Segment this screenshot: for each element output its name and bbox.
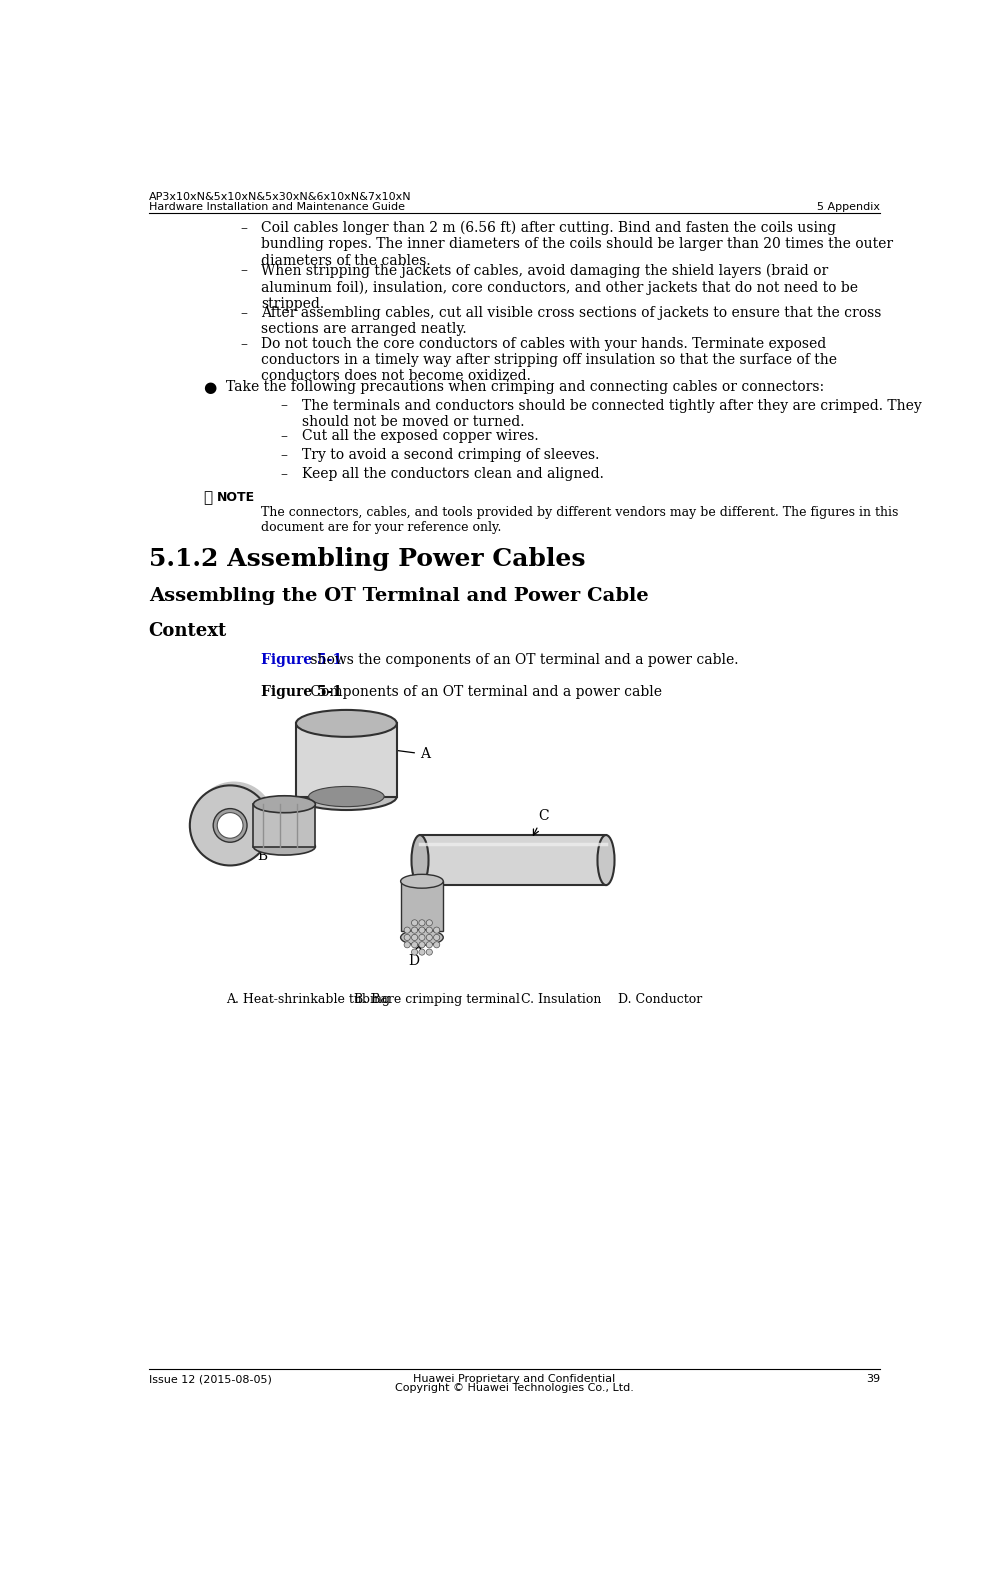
Ellipse shape	[400, 929, 442, 945]
Text: Assembling the OT Terminal and Power Cable: Assembling the OT Terminal and Power Cab…	[148, 587, 648, 604]
Text: B. Bare crimping terminal: B. Bare crimping terminal	[354, 992, 520, 1006]
Ellipse shape	[597, 835, 614, 885]
Text: 5 Appendix: 5 Appendix	[816, 203, 880, 212]
Circle shape	[217, 813, 243, 838]
Circle shape	[404, 934, 410, 940]
Text: –: –	[240, 338, 247, 352]
Circle shape	[213, 809, 247, 842]
Circle shape	[418, 942, 424, 948]
Text: –: –	[240, 306, 247, 320]
Text: –: –	[280, 468, 287, 480]
Circle shape	[404, 926, 410, 933]
Ellipse shape	[308, 787, 384, 807]
Bar	[400, 881, 442, 931]
Bar	[419, 835, 606, 885]
Circle shape	[426, 948, 432, 955]
Text: Context: Context	[148, 622, 227, 641]
Text: –: –	[280, 430, 287, 443]
Circle shape	[418, 926, 424, 933]
Text: Figure 5-1: Figure 5-1	[261, 653, 342, 667]
Circle shape	[404, 942, 410, 948]
Text: NOTE: NOTE	[217, 491, 255, 504]
Text: –: –	[240, 264, 247, 278]
Circle shape	[433, 942, 439, 948]
Text: –: –	[280, 399, 287, 413]
Ellipse shape	[194, 782, 274, 862]
Text: C. Insulation: C. Insulation	[521, 992, 601, 1006]
Circle shape	[418, 934, 424, 940]
Text: –: –	[280, 449, 287, 462]
Circle shape	[418, 920, 424, 926]
Ellipse shape	[400, 874, 442, 889]
Circle shape	[411, 934, 417, 940]
Ellipse shape	[296, 783, 396, 810]
Text: When stripping the jackets of cables, avoid damaging the shield layers (braid or: When stripping the jackets of cables, av…	[261, 264, 858, 311]
Circle shape	[426, 934, 432, 940]
Bar	[253, 804, 315, 846]
Circle shape	[411, 948, 417, 955]
Circle shape	[411, 926, 417, 933]
Text: 39: 39	[866, 1374, 880, 1385]
Text: B: B	[256, 821, 267, 864]
Text: –: –	[240, 221, 247, 236]
Circle shape	[433, 926, 439, 933]
Text: Huawei Proprietary and Confidential: Huawei Proprietary and Confidential	[413, 1374, 615, 1385]
Text: The terminals and conductors should be connected tightly after they are crimped.: The terminals and conductors should be c…	[302, 399, 921, 429]
Text: The connectors, cables, and tools provided by different vendors may be different: The connectors, cables, and tools provid…	[261, 506, 898, 534]
Text: AP3x10xN&5x10xN&5x30xN&6x10xN&7x10xN: AP3x10xN&5x10xN&5x30xN&6x10xN&7x10xN	[148, 192, 411, 203]
Circle shape	[190, 785, 270, 865]
Circle shape	[411, 942, 417, 948]
Text: A: A	[370, 746, 429, 761]
Text: Take the following precautions when crimping and connecting cables or connectors: Take the following precautions when crim…	[226, 380, 823, 394]
Text: After assembling cables, cut all visible cross sections of jackets to ensure tha: After assembling cables, cut all visible…	[261, 306, 881, 336]
Ellipse shape	[253, 796, 315, 813]
Ellipse shape	[296, 710, 396, 736]
Text: shows the components of an OT terminal and a power cable.: shows the components of an OT terminal a…	[306, 653, 738, 667]
Text: Do not touch the core conductors of cables with your hands. Terminate exposed
co: Do not touch the core conductors of cabl…	[261, 338, 837, 383]
Text: Figure 5-1: Figure 5-1	[261, 685, 342, 699]
Circle shape	[426, 926, 432, 933]
Text: Issue 12 (2015-08-05): Issue 12 (2015-08-05)	[148, 1374, 272, 1385]
Text: Components of an OT terminal and a power cable: Components of an OT terminal and a power…	[306, 685, 661, 699]
Circle shape	[433, 934, 439, 940]
Text: Coil cables longer than 2 m (6.56 ft) after cutting. Bind and fasten the coils u: Coil cables longer than 2 m (6.56 ft) af…	[261, 221, 893, 267]
Bar	[296, 724, 396, 796]
Text: Hardware Installation and Maintenance Guide: Hardware Installation and Maintenance Gu…	[148, 203, 404, 212]
Text: ●: ●	[203, 380, 216, 394]
Text: Try to avoid a second crimping of sleeves.: Try to avoid a second crimping of sleeve…	[302, 449, 599, 462]
Circle shape	[426, 920, 432, 926]
Text: Copyright © Huawei Technologies Co., Ltd.: Copyright © Huawei Technologies Co., Ltd…	[395, 1383, 633, 1394]
Text: 5.1.2 Assembling Power Cables: 5.1.2 Assembling Power Cables	[148, 546, 585, 571]
Circle shape	[411, 920, 417, 926]
Text: Cut all the exposed copper wires.: Cut all the exposed copper wires.	[302, 430, 539, 443]
Text: C: C	[533, 809, 548, 835]
Text: Keep all the conductors clean and aligned.: Keep all the conductors clean and aligne…	[302, 468, 604, 480]
Text: A. Heat-shrinkable tubing: A. Heat-shrinkable tubing	[226, 992, 390, 1006]
Circle shape	[418, 948, 424, 955]
Text: D. Conductor: D. Conductor	[617, 992, 701, 1006]
Circle shape	[426, 942, 432, 948]
Ellipse shape	[253, 838, 315, 856]
Text: ⧉: ⧉	[203, 491, 212, 506]
Text: D: D	[408, 945, 420, 967]
Ellipse shape	[411, 835, 428, 885]
